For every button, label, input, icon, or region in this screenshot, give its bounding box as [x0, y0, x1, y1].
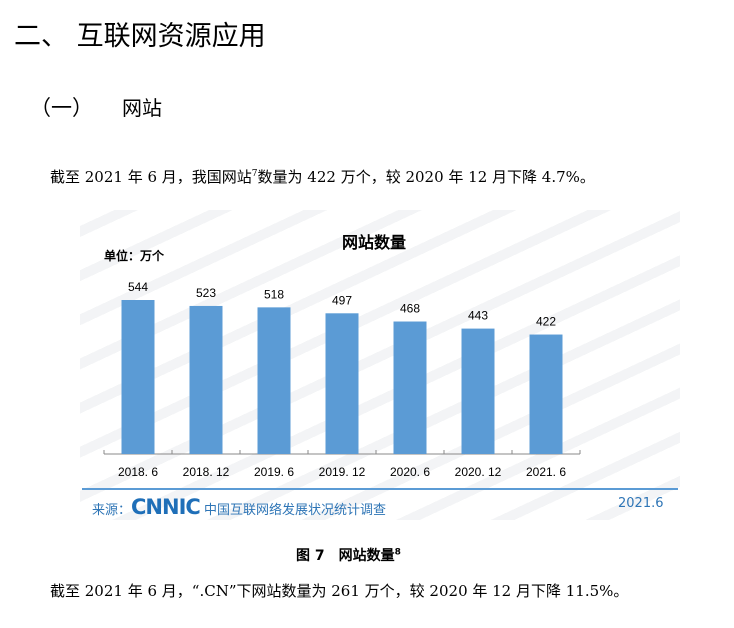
data-label: 523	[196, 286, 216, 300]
bar	[461, 328, 495, 454]
cnnic-logo: CNNIC	[131, 495, 201, 519]
x-tick-label: 2020. 6	[390, 465, 430, 479]
bar	[257, 307, 291, 454]
source-label: 来源：	[92, 503, 132, 518]
data-label: 518	[264, 287, 284, 301]
unit-label: 单位：万个	[104, 249, 165, 263]
paragraph-2: 截至 2021 年 6 月，“.CN”下网站数量为 261 万个，较 2020 …	[50, 582, 629, 600]
source-line: 来源：CNNIC 中国互联网络发展状况统计调查	[92, 495, 386, 519]
chart-title: 网站数量	[342, 233, 407, 252]
bar	[529, 334, 563, 454]
section-heading: 二、 互联网资源应用	[14, 21, 266, 52]
footnote-ref[interactable]: 8	[394, 547, 401, 558]
x-tick-label: 2019. 6	[254, 465, 294, 479]
paragraph-1: 截至 2021 年 6 月，我国网站7数量为 422 万个，较 2020 年 1…	[50, 166, 595, 187]
figure-caption: 图 7 网站数量8	[296, 545, 401, 565]
x-tick-label: 2019. 12	[319, 465, 366, 479]
source-date: 2021.6	[618, 496, 664, 511]
data-label: 497	[332, 293, 352, 307]
bar	[325, 313, 359, 454]
x-tick-label: 2021. 6	[526, 465, 566, 479]
x-tick-label: 2018. 6	[118, 465, 158, 479]
data-label: 544	[128, 280, 148, 294]
subsection-title: 网站	[122, 96, 162, 120]
bar	[189, 305, 223, 454]
data-label: 468	[400, 302, 420, 316]
website-count-chart: 544 2018. 6 523 2018. 12 518 2019. 6 497 2019. …	[80, 210, 680, 520]
bar	[393, 321, 427, 454]
data-label: 443	[468, 309, 488, 323]
subsection-number: （一）	[30, 96, 93, 120]
paragraph-text: 截至 2021 年 6 月，我国网站	[50, 168, 252, 186]
footnote-ref[interactable]: 7	[251, 169, 258, 179]
source-name: 中国互联网络发展状况统计调查	[203, 503, 386, 518]
data-label: 422	[536, 315, 556, 329]
bar	[121, 300, 155, 454]
caption-text: 图 7 网站数量	[296, 548, 395, 564]
x-tick-label: 2018. 12	[183, 465, 230, 479]
paragraph-text: 数量为 422 万个，较 2020 年 12 月下降 4.7%。	[257, 168, 595, 186]
x-tick-label: 2020. 12	[455, 465, 502, 479]
chart-svg: 544 2018. 6 523 2018. 12 518 2019. 6 497 2019. …	[82, 280, 678, 490]
